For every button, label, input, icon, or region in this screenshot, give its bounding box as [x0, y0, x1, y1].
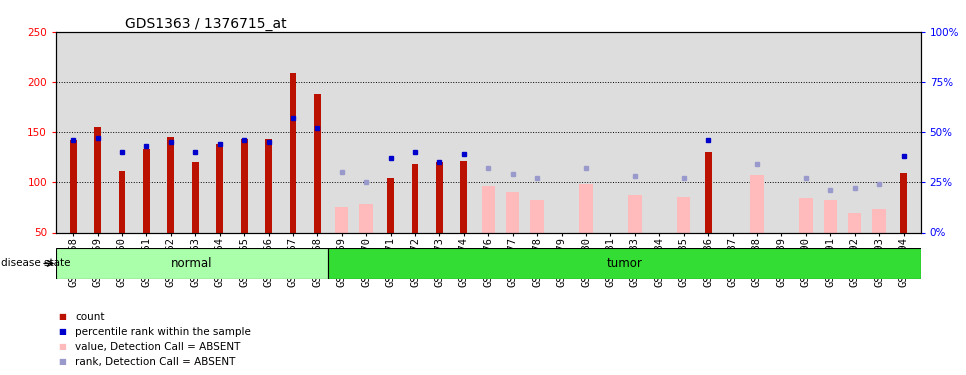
Bar: [327, 248, 921, 279]
Bar: [628, 195, 641, 232]
Bar: [70, 140, 76, 232]
Bar: [143, 149, 150, 232]
Bar: [167, 137, 174, 232]
Bar: [580, 184, 593, 232]
Text: value, Detection Call = ABSENT: value, Detection Call = ABSENT: [75, 342, 241, 352]
Text: ■: ■: [58, 357, 66, 366]
Bar: [461, 161, 468, 232]
Bar: [216, 144, 223, 232]
Bar: [900, 173, 907, 232]
Bar: [359, 204, 373, 232]
Bar: [314, 94, 321, 232]
Text: disease state: disease state: [1, 258, 71, 268]
Bar: [192, 162, 199, 232]
Bar: [751, 176, 764, 232]
Text: count: count: [75, 312, 105, 322]
Text: ■: ■: [58, 312, 66, 321]
Text: rank, Detection Call = ABSENT: rank, Detection Call = ABSENT: [75, 357, 236, 367]
Bar: [119, 171, 126, 232]
Bar: [506, 192, 520, 232]
Bar: [265, 139, 271, 232]
Bar: [94, 127, 101, 232]
Text: ■: ■: [58, 327, 66, 336]
Bar: [387, 178, 394, 232]
Text: tumor: tumor: [607, 257, 642, 270]
Bar: [824, 200, 837, 232]
Bar: [872, 209, 886, 232]
Text: ■: ■: [58, 342, 66, 351]
Bar: [335, 207, 349, 232]
Bar: [677, 197, 691, 232]
Bar: [290, 73, 297, 232]
Bar: [412, 164, 418, 232]
Bar: [482, 186, 495, 232]
Text: GDS1363 / 1376715_at: GDS1363 / 1376715_at: [126, 17, 287, 31]
Bar: [530, 200, 544, 232]
Text: normal: normal: [171, 257, 213, 270]
Bar: [436, 162, 442, 232]
Bar: [799, 198, 812, 232]
Bar: [848, 213, 862, 232]
Bar: [705, 152, 712, 232]
Bar: [241, 139, 247, 232]
Bar: [56, 248, 327, 279]
Text: percentile rank within the sample: percentile rank within the sample: [75, 327, 251, 337]
